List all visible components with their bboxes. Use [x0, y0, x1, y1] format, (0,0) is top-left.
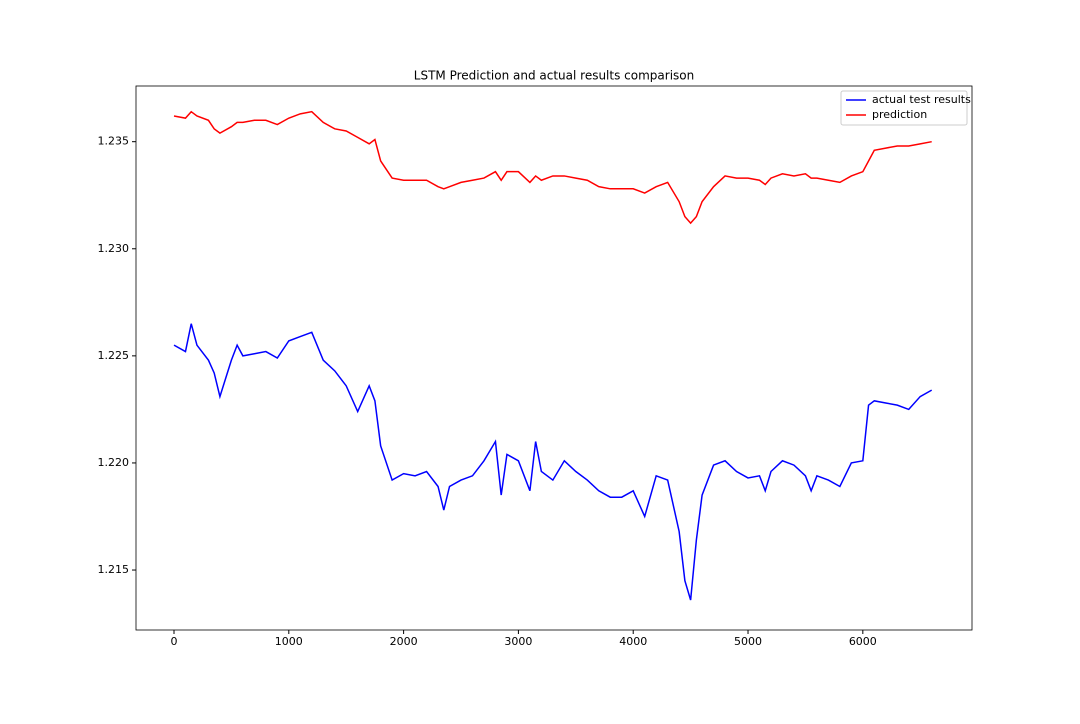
legend-label: prediction: [872, 108, 927, 121]
y-tick-label: 1.225: [98, 349, 130, 362]
y-tick-label: 1.235: [98, 135, 130, 148]
series-line: [173, 323, 933, 601]
x-tick-label: 2000: [390, 635, 418, 648]
legend-label: actual test results: [872, 93, 971, 106]
legend: actual test results prediction: [840, 90, 971, 126]
chart-title: LSTM Prediction and actual results compa…: [414, 69, 694, 83]
x-tick-label: 3000: [504, 635, 532, 648]
plot-frame: [135, 85, 973, 631]
series-line: [173, 110, 932, 225]
legend-box: [840, 90, 968, 126]
y-tick-label: 1.220: [98, 456, 130, 469]
y-tick-label: 1.215: [98, 563, 130, 576]
x-tick-label: 6000: [849, 635, 877, 648]
x-tick-label: 4000: [619, 635, 647, 648]
x-tick-label: 0: [171, 635, 178, 648]
x-tick-label: 1000: [275, 635, 303, 648]
y-tick-label: 1.230: [98, 242, 130, 255]
x-tick-label: 5000: [734, 635, 762, 648]
